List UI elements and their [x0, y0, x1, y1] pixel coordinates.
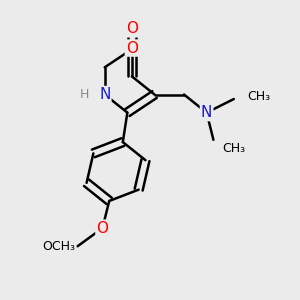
Text: OCH₃: OCH₃ — [42, 240, 75, 253]
Text: CH₃: CH₃ — [223, 142, 246, 155]
Text: N: N — [99, 87, 110, 102]
Text: O: O — [96, 220, 108, 236]
Text: O: O — [126, 21, 138, 36]
Text: CH₃: CH₃ — [248, 90, 271, 103]
Text: H: H — [80, 88, 89, 101]
Text: CH₃: CH₃ — [248, 90, 271, 103]
Text: H: H — [80, 88, 89, 101]
Text: N: N — [201, 105, 212, 120]
Text: CH₃: CH₃ — [223, 142, 246, 155]
Text: O: O — [126, 40, 138, 56]
